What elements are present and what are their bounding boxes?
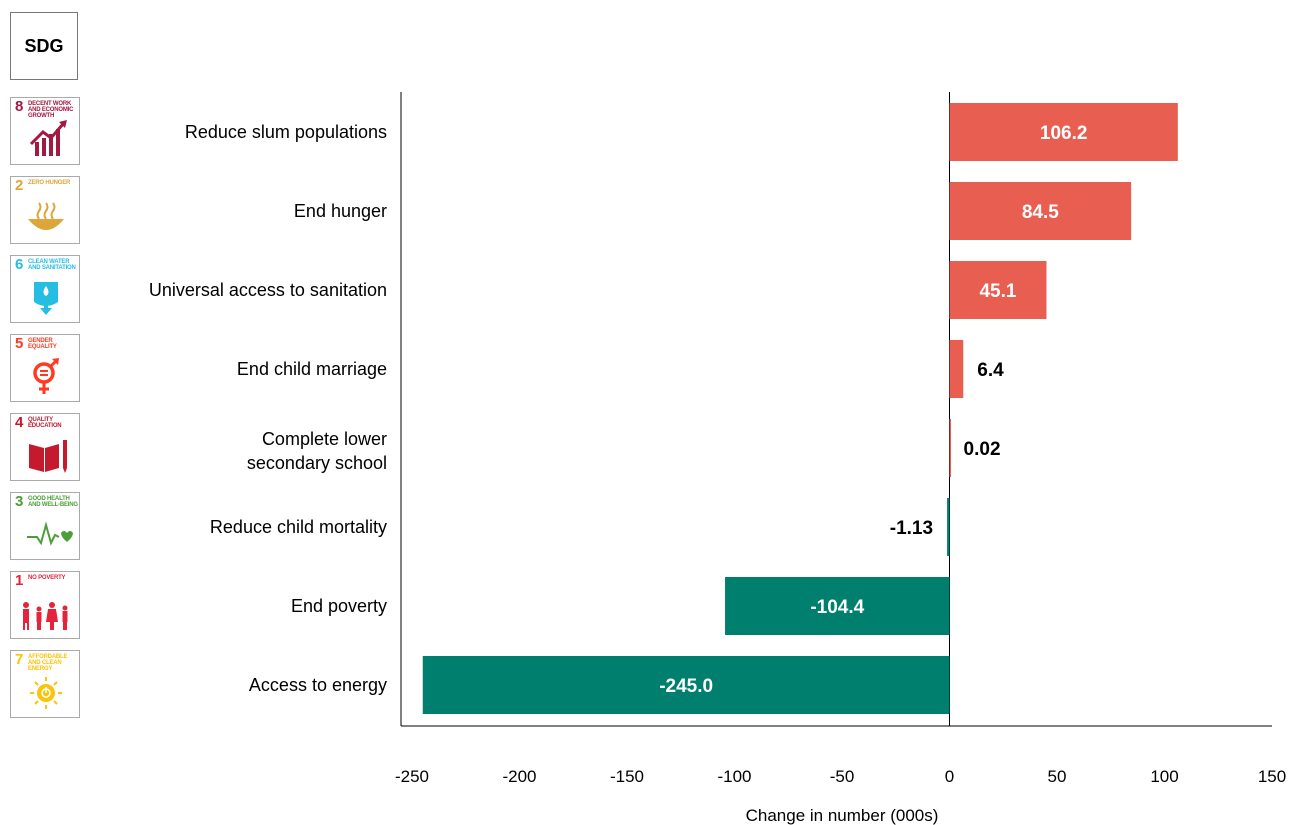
sdg-number: 7 bbox=[15, 651, 24, 668]
bar bbox=[947, 498, 950, 556]
category-label: End hunger bbox=[294, 201, 387, 221]
value-label: 45.1 bbox=[979, 281, 1016, 302]
growth-chart-icon bbox=[29, 120, 67, 156]
x-tick-label: 100 bbox=[1150, 767, 1178, 786]
category-label: Universal access to sanitation bbox=[149, 280, 387, 300]
sdg-number: 8 bbox=[15, 98, 24, 115]
category-label: Access to energy bbox=[249, 675, 387, 695]
category-label: Reduce child mortality bbox=[210, 517, 387, 537]
value-label: -1.13 bbox=[890, 518, 933, 539]
sdg-8-icon: 8 DECENT WORK AND ECONOMIC GROWTH bbox=[10, 97, 80, 165]
value-label: 0.02 bbox=[964, 439, 1001, 460]
sdg-6-icon: 6 CLEAN WATER AND SANITATION bbox=[10, 255, 80, 323]
sdg-number: 5 bbox=[15, 335, 24, 352]
category-label: Reduce slum populations bbox=[185, 122, 387, 142]
sdg-caption: CLEAN WATER AND SANITATION bbox=[28, 259, 76, 271]
sdg-header-label: SDG bbox=[24, 35, 64, 56]
sdg-number: 4 bbox=[15, 414, 24, 431]
sdg-5-icon: 5 GENDER EQUALITY bbox=[10, 334, 80, 402]
water-drop-icon bbox=[34, 282, 58, 315]
bar bbox=[949, 419, 951, 477]
sdg-number: 2 bbox=[15, 177, 24, 194]
sdg-3-icon: 3 GOOD HEALTH AND WELL-BEING bbox=[10, 492, 80, 560]
value-label: -104.4 bbox=[810, 597, 864, 618]
heartbeat-icon bbox=[27, 521, 73, 546]
x-tick-label: -250 bbox=[395, 767, 429, 786]
sdg-caption: DECENT WORK AND ECONOMIC GROWTH bbox=[28, 101, 74, 119]
sdg-4-icon: 4 QUALITY EDUCATION bbox=[10, 413, 80, 481]
category-label: Complete lower secondary school bbox=[247, 429, 387, 473]
x-tick-label: 50 bbox=[1048, 767, 1067, 786]
sdg-caption: AFFORDABLE AND CLEAN ENERGY bbox=[28, 654, 68, 672]
category-label: End poverty bbox=[291, 596, 387, 616]
sdg-2-icon: 2 ZERO HUNGER bbox=[10, 176, 80, 244]
bar bbox=[949, 182, 1132, 240]
family-icon bbox=[23, 602, 68, 630]
value-label: 106.2 bbox=[1040, 123, 1088, 144]
sdg-caption: NO POVERTY bbox=[28, 575, 66, 581]
bar bbox=[949, 340, 964, 398]
x-tick-label: -100 bbox=[717, 767, 751, 786]
bar bbox=[725, 577, 950, 635]
sdg-number: 6 bbox=[15, 256, 24, 273]
sdg-caption: GENDER EQUALITY bbox=[28, 338, 57, 350]
value-label: 6.4 bbox=[977, 360, 1004, 381]
bar bbox=[949, 261, 1047, 319]
sdg-header: SDG bbox=[10, 12, 78, 80]
category-label: End child marriage bbox=[237, 359, 387, 379]
sdg-caption: QUALITY EDUCATION bbox=[28, 417, 62, 429]
x-axis-label: Change in number (000s) bbox=[746, 806, 939, 825]
x-tick-label: -200 bbox=[502, 767, 536, 786]
value-label: -245.0 bbox=[659, 676, 713, 697]
bar bbox=[949, 103, 1178, 161]
sdg-7-icon: 7 AFFORDABLE AND CLEAN ENERGY bbox=[10, 650, 80, 718]
food-bowl-icon bbox=[28, 202, 64, 230]
sdg-caption: GOOD HEALTH AND WELL-BEING bbox=[28, 496, 78, 508]
book-pencil-icon bbox=[29, 440, 67, 473]
sdg-caption: ZERO HUNGER bbox=[28, 180, 71, 186]
gender-symbol-icon bbox=[33, 358, 59, 394]
x-tick-label: 0 bbox=[945, 767, 954, 786]
sun-power-icon bbox=[30, 677, 62, 709]
x-tick-label: -150 bbox=[610, 767, 644, 786]
sdg-1-icon: 1 NO POVERTY bbox=[10, 571, 80, 639]
sdg-number: 1 bbox=[15, 572, 24, 589]
value-label: 84.5 bbox=[1022, 202, 1059, 223]
x-tick-label: -50 bbox=[830, 767, 855, 786]
bar bbox=[422, 656, 950, 714]
x-tick-label: 150 bbox=[1258, 767, 1286, 786]
sdg-number: 3 bbox=[15, 493, 24, 510]
